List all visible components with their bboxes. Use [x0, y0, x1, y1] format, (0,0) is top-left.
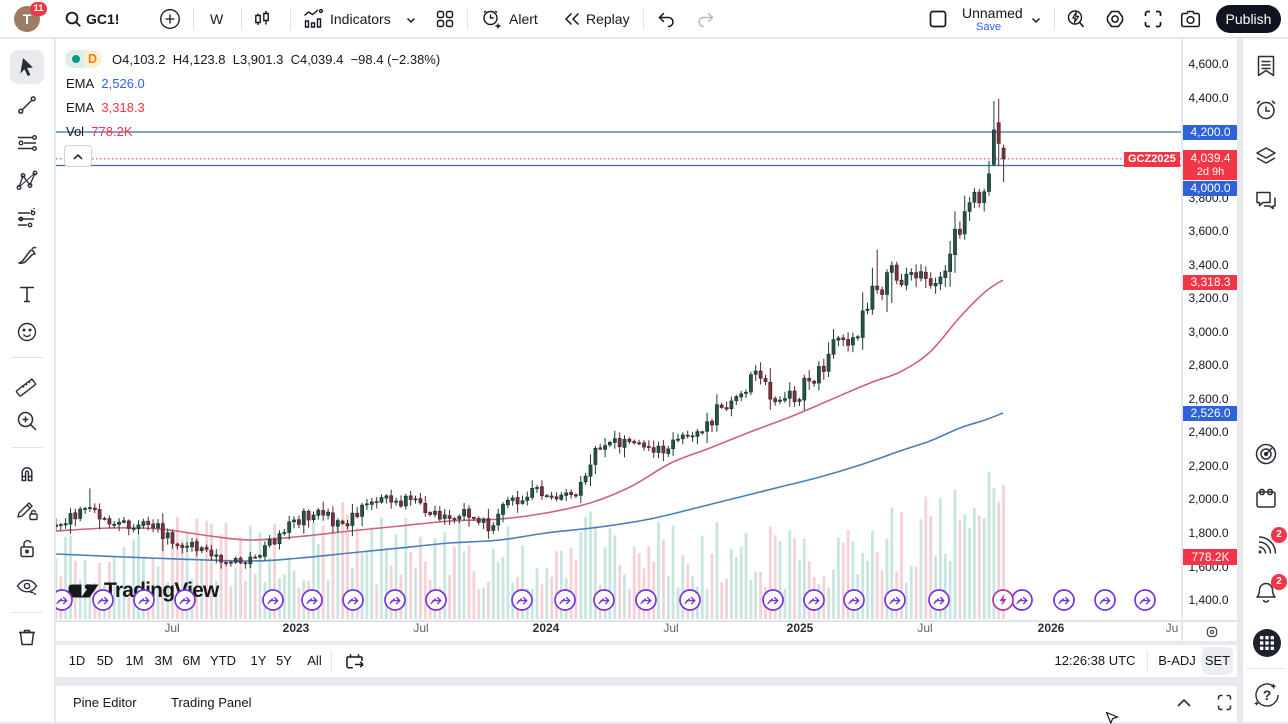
svg-text:?: ?	[1263, 687, 1272, 703]
svg-text:TradingView: TradingView	[104, 579, 220, 602]
